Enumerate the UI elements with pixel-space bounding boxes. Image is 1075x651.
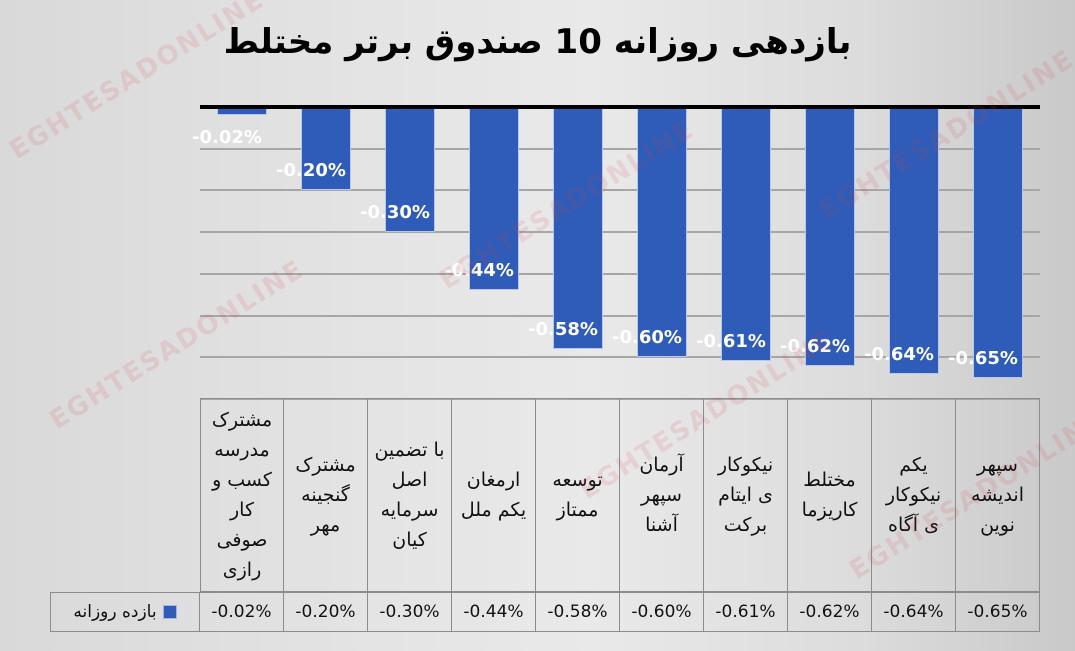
data-label: -0.30% <box>360 202 430 223</box>
category-label: آرمان سپهر آشنا <box>620 398 704 592</box>
plot-area: -0.02% -0.20% -0.30% -0.44% -0.58% -0.60% -0.6… <box>192 105 1040 400</box>
bar <box>301 107 351 190</box>
data-label: -0.61% <box>696 331 766 352</box>
gridline <box>200 273 1040 275</box>
table-value-cell: -0.60% <box>620 592 704 632</box>
legend-label: بازده روزانه <box>73 602 157 622</box>
category-label: مختلط کاریزما <box>788 398 872 592</box>
table-value-cell: -0.62% <box>788 592 872 632</box>
bar <box>973 107 1023 378</box>
bar <box>889 107 939 374</box>
data-label: -0.58% <box>528 319 598 340</box>
category-label: نیکوکار ی ایتام برکت <box>704 398 788 592</box>
table-value-cell: -0.44% <box>452 592 536 632</box>
bar <box>805 107 855 366</box>
table-value-cell: -0.20% <box>284 592 368 632</box>
gridline <box>200 189 1040 191</box>
category-label: مشترک مدرسه کسب و کار صوفی رازی <box>200 398 284 592</box>
data-label: -0.64% <box>864 344 934 365</box>
bar <box>385 107 435 232</box>
legend-swatch-icon <box>162 605 177 619</box>
category-label: سپهر اندیشه نوین <box>956 398 1040 592</box>
table-value-cell: -0.61% <box>704 592 788 632</box>
gridline <box>200 231 1040 233</box>
gridline <box>200 356 1040 358</box>
data-label: -0.65% <box>948 348 1018 369</box>
gridline <box>200 315 1040 317</box>
zero-axis-line <box>200 105 1040 109</box>
bar <box>637 107 687 357</box>
table-value-cell: -0.30% <box>368 592 452 632</box>
bar <box>553 107 603 349</box>
gridline <box>200 398 1040 400</box>
category-label: توسعه ممتاز <box>536 398 620 592</box>
category-label: یکم نیکوکار ی آگاه <box>872 398 956 592</box>
chart-title: بازدهی روزانه 10 صندوق برتر مختلط <box>223 22 852 62</box>
data-table-row: بازده روزانه -0.02% -0.20% -0.30% -0.44% -0.… <box>50 592 1040 632</box>
data-label: -0.02% <box>192 127 262 148</box>
data-label: -0.44% <box>444 260 514 281</box>
table-value-cell: -0.02% <box>200 592 284 632</box>
category-label: ارمغان یکم ملل <box>452 398 536 592</box>
data-label: -0.62% <box>780 336 850 357</box>
bar <box>469 107 519 290</box>
category-label: مشترک گنجینه مهر <box>284 398 368 592</box>
data-label: -0.20% <box>276 160 346 181</box>
gridline <box>200 148 1040 150</box>
data-label: -0.60% <box>612 327 682 348</box>
bar <box>721 107 771 361</box>
table-value-cell: -0.65% <box>956 592 1040 632</box>
category-label: با تضمین اصل سرمایه کیان <box>368 398 452 592</box>
table-value-cell: -0.64% <box>872 592 956 632</box>
category-row: مشترک مدرسه کسب و کار صوفی رازی مشترک گنجینه مهر… <box>200 398 1040 592</box>
bar <box>217 107 267 115</box>
legend-cell: بازده روزانه <box>50 592 200 632</box>
table-value-cell: -0.58% <box>536 592 620 632</box>
